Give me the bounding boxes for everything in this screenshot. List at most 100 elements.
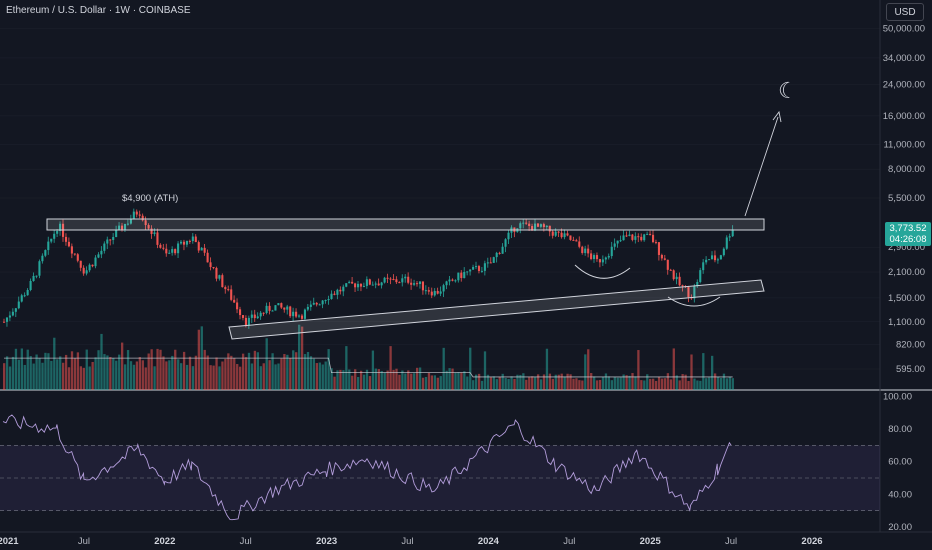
rounded-bottom-arc (667, 296, 721, 307)
candle-body (70, 246, 73, 254)
candle-body (256, 316, 259, 319)
candle-body (14, 308, 17, 312)
ath-label: $4,900 (ATH) (122, 193, 179, 204)
volume-bar (687, 380, 690, 390)
candle-body (646, 233, 649, 235)
candle-body (725, 237, 728, 249)
candle-body (451, 279, 454, 281)
candle-body (82, 267, 85, 274)
candle-body (569, 235, 572, 240)
volume-bar (159, 349, 162, 390)
volume-bar (8, 366, 12, 390)
volume-bar (708, 377, 711, 390)
volume-bar (619, 377, 622, 390)
volume-bar (548, 373, 552, 390)
volume-bar (38, 358, 41, 390)
volume-bar (536, 374, 540, 390)
volume-bar (654, 380, 658, 390)
price-tick-label: 2,900.00 (888, 242, 925, 253)
candle-body (342, 286, 345, 292)
candle-body (224, 287, 227, 290)
candle-body (519, 223, 522, 229)
candle-body (501, 246, 504, 254)
candle-body (168, 252, 171, 254)
candle-body (118, 225, 121, 230)
volume-bar (59, 356, 62, 390)
volume-bar (566, 373, 569, 390)
candle-body (542, 224, 545, 228)
volume-bar (711, 355, 714, 390)
volume-bar (141, 360, 144, 390)
volume-bar (85, 349, 88, 390)
volume-bar (132, 364, 136, 390)
volume-bar (669, 379, 672, 390)
candle-body (268, 305, 271, 311)
volume-bar (719, 377, 723, 390)
volume-bar (362, 374, 366, 390)
volume-bar (185, 364, 189, 390)
candle-body (174, 249, 177, 254)
volume-ma-line (4, 357, 733, 378)
candle-body (171, 249, 174, 253)
candle-body (79, 260, 82, 268)
volume-bar (50, 360, 53, 390)
last-price-value: 3,773.52 (889, 223, 927, 234)
volume-bar (236, 364, 239, 390)
price-tick-label: 16,000.00 (883, 111, 925, 122)
candle-body (135, 211, 138, 215)
candle-body (106, 239, 109, 244)
candle-body (200, 247, 203, 251)
rsi-tick-label: 20.00 (888, 522, 912, 533)
volume-bar (472, 380, 475, 390)
candle-body (604, 257, 607, 260)
volume-bar (23, 364, 26, 390)
volume-bar (256, 352, 259, 390)
candle-body (121, 225, 124, 230)
volume-bar (53, 337, 56, 390)
time-tick-label: Jul (563, 536, 575, 547)
volume-bar (56, 359, 59, 390)
volume-bar (62, 362, 65, 390)
volume-bar (230, 355, 233, 390)
volume-bar (289, 357, 292, 390)
candle-body (103, 243, 106, 251)
candle-body (244, 317, 247, 325)
volume-bar (483, 351, 487, 390)
time-axis: 2021 Jul 2022 Jul 2023 Jul 2024 Jul 2025 Jul 2026 (0, 531, 932, 547)
candle-body (563, 233, 566, 238)
rsi-tick-label: 100.00 (883, 391, 912, 402)
candle-body (312, 302, 315, 305)
volume-bar (280, 358, 283, 390)
candle-body (20, 295, 23, 302)
volume-bar (312, 358, 316, 390)
volume-bar (595, 380, 599, 390)
currency-button[interactable]: USD (886, 3, 924, 21)
volume-bar (224, 358, 227, 390)
volume-bar (241, 353, 245, 390)
volume-bar (180, 363, 183, 390)
candle-body (410, 282, 413, 285)
candle-body (386, 277, 389, 279)
volume-bar (162, 356, 165, 390)
volume-bar (348, 369, 351, 390)
candle-body (607, 256, 610, 258)
candle-body (572, 239, 575, 241)
candle-body (321, 300, 324, 305)
candle-body (489, 262, 492, 264)
volume-bar (557, 374, 560, 390)
rsi-axis: 100.00 80.00 60.00 40.00 20.00 (883, 391, 912, 533)
volume-bar (413, 373, 416, 390)
candle-body (492, 257, 495, 263)
volume-bar (542, 374, 546, 390)
time-tick-label: 2026 (801, 536, 822, 547)
candle-body (56, 230, 59, 234)
candle-body (368, 279, 371, 285)
volume-bar (336, 370, 339, 390)
candle-body (610, 246, 613, 257)
volume-bar (209, 365, 212, 390)
candle-body (634, 236, 637, 240)
candle-body (628, 234, 631, 237)
volume-bar (699, 380, 702, 390)
volume-bar (513, 379, 516, 390)
